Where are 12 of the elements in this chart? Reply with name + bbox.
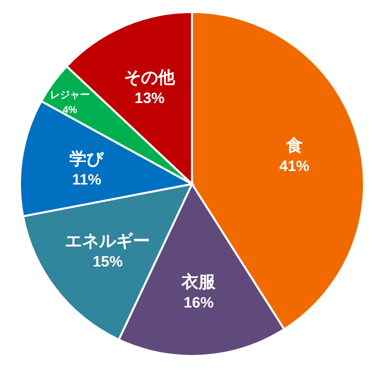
slice-label: レジャー — [50, 90, 90, 102]
data-label: 13% — [134, 90, 165, 108]
data-label: 11% — [72, 171, 102, 188]
slice-label: エネルギー — [65, 231, 150, 252]
data-label: 16% — [184, 294, 214, 312]
data-label: 15% — [92, 253, 123, 270]
slice-label: 衣服 — [180, 272, 217, 292]
slice-label: その他 — [124, 68, 176, 88]
slice-label: 食 — [284, 136, 303, 156]
data-label: 4% — [62, 105, 78, 116]
data-label: 41% — [279, 158, 310, 176]
slice-label: 学び — [70, 149, 105, 170]
